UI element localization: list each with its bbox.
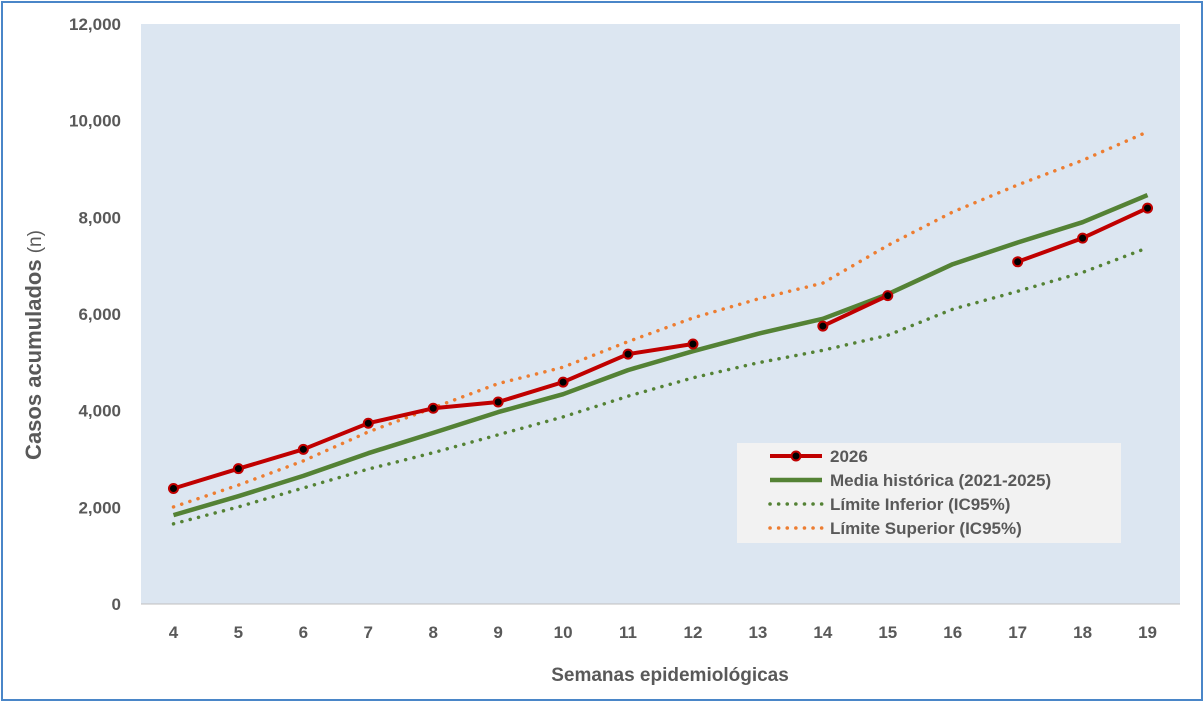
series-0-point	[687, 338, 699, 350]
series-0-point	[492, 396, 504, 408]
x-tick-label: 5	[234, 623, 243, 642]
series-0-point	[232, 463, 244, 475]
x-tick-label: 16	[943, 623, 962, 642]
x-tick-label: 9	[493, 623, 502, 642]
y-tick-label: 2,000	[78, 498, 121, 517]
x-tick-label: 18	[1073, 623, 1092, 642]
x-tick-label: 13	[748, 623, 767, 642]
x-axis-label: Semanas epidemiológicas	[551, 665, 789, 686]
x-tick-label: 17	[1008, 623, 1027, 642]
legend-marker	[790, 450, 802, 462]
x-tick-label: 12	[684, 623, 703, 642]
x-tick-label: 10	[554, 623, 573, 642]
y-tick-label: 4,000	[78, 402, 121, 421]
series-0-line	[821, 293, 889, 328]
y-tick-label: 0	[112, 595, 121, 614]
series-0-point	[1077, 232, 1089, 244]
y-tick-label: 8,000	[78, 208, 121, 227]
legend-label: 2026	[830, 447, 868, 466]
y-axis-label: Casos acumulados (n)	[21, 230, 46, 460]
x-tick-label: 19	[1138, 623, 1157, 642]
x-tick-label: 6	[299, 623, 308, 642]
x-tick-label: 7	[364, 623, 373, 642]
y-axis-title: Casos acumulados	[21, 259, 46, 460]
series-0-point	[557, 376, 569, 388]
series-0-point	[167, 482, 179, 494]
series-0-point	[622, 348, 634, 360]
series-2-line	[171, 246, 1150, 526]
series-0-point	[297, 443, 309, 455]
series-0-point	[1012, 256, 1024, 268]
x-tick-label: 15	[878, 623, 897, 642]
legend: 2026 Media histórica (2021-2025) Límite In…	[737, 443, 1121, 543]
legend-label: Límite Inferior (IC95%)	[830, 495, 1010, 514]
x-tick-label: 11	[619, 623, 637, 642]
legend-label: Media histórica (2021-2025)	[830, 471, 1051, 490]
legend-label: Límite Superior (IC95%)	[830, 519, 1022, 538]
series-0-point	[362, 417, 374, 429]
series-0-point	[427, 402, 439, 414]
series-0-point	[817, 320, 829, 332]
series-3-line	[171, 130, 1150, 509]
y-tick-label: 12,000	[69, 15, 121, 34]
x-tick-label: 8	[428, 623, 437, 642]
y-tick-label: 6,000	[78, 305, 121, 324]
y-axis-unit: (n)	[25, 230, 46, 253]
series-0-point	[1142, 202, 1154, 214]
series-0-point	[882, 290, 894, 302]
series-1-line	[172, 193, 1149, 518]
legend-box	[737, 443, 1121, 543]
x-tick-label: 14	[813, 623, 832, 642]
x-tick-label: 4	[169, 623, 179, 642]
y-tick-label: 10,000	[69, 112, 121, 131]
